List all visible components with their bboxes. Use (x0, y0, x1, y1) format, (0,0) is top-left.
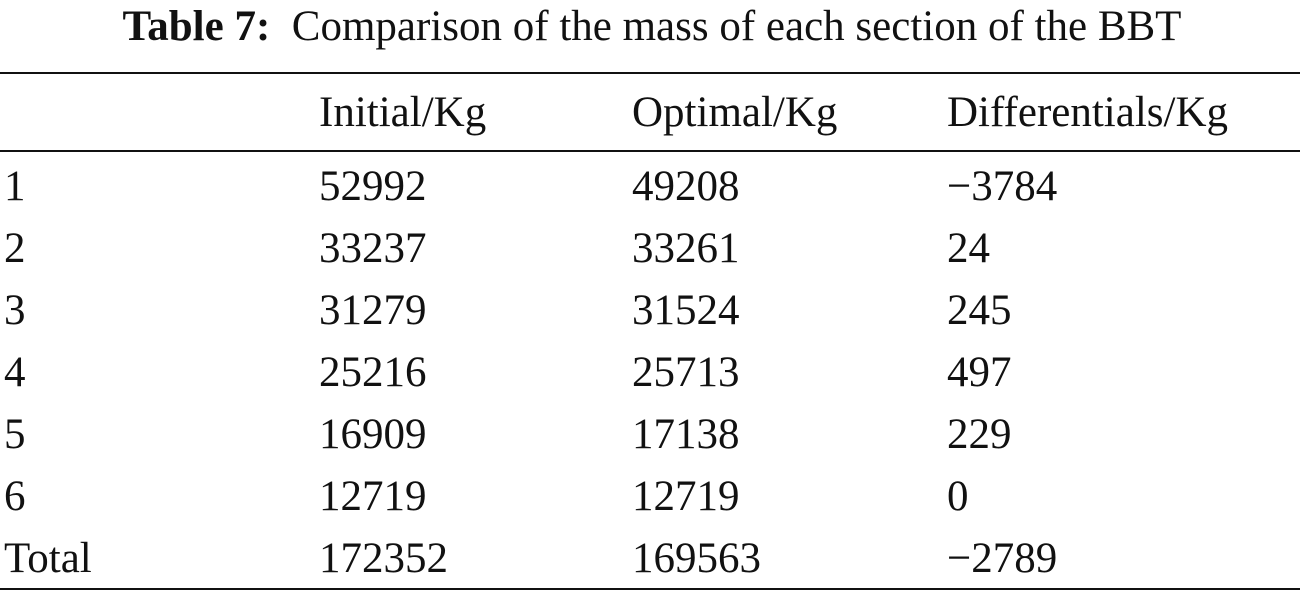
cell-initial: 25216 (319, 349, 427, 396)
cell-differential: 0 (947, 473, 969, 520)
cell-initial: 31279 (319, 287, 427, 334)
cell-initial: 33237 (319, 225, 427, 272)
cell-section: 6 (4, 473, 26, 520)
cell-differential: 24 (947, 225, 990, 272)
cell-section: 4 (4, 349, 26, 396)
cell-section: 5 (4, 411, 26, 458)
table-caption: Table 7: Comparison of the mass of each … (0, 2, 1304, 52)
cell-section: 2 (4, 225, 26, 272)
cell-differential: 229 (947, 411, 1012, 458)
cell-optimal: 31524 (632, 287, 740, 334)
cell-differential: 497 (947, 349, 1012, 396)
cell-optimal: 49208 (632, 163, 740, 210)
cell-differential: −2789 (947, 535, 1058, 582)
header-cell-differentials: Differentials/Kg (947, 89, 1229, 136)
cell-initial: 12719 (319, 473, 427, 520)
cell-section: 1 (4, 163, 26, 210)
header-cell-optimal: Optimal/Kg (632, 89, 838, 136)
bottom-rule (0, 588, 1300, 590)
cell-initial: 52992 (319, 163, 427, 210)
cell-section: Total (4, 535, 92, 582)
cell-initial: 16909 (319, 411, 427, 458)
cell-initial: 172352 (319, 535, 448, 582)
header-rule (0, 150, 1300, 152)
header-cell-initial: Initial/Kg (319, 89, 487, 136)
cell-optimal: 12719 (632, 473, 740, 520)
cell-optimal: 25713 (632, 349, 740, 396)
cell-differential: 245 (947, 287, 1012, 334)
cell-differential: −3784 (947, 163, 1058, 210)
cell-section: 3 (4, 287, 26, 334)
cell-optimal: 17138 (632, 411, 740, 458)
cell-optimal: 169563 (632, 535, 761, 582)
cell-optimal: 33261 (632, 225, 740, 272)
caption-text: Comparison of the mass of each section o… (291, 3, 1182, 50)
caption-label: Table 7: (122, 3, 271, 50)
top-rule (0, 72, 1300, 74)
